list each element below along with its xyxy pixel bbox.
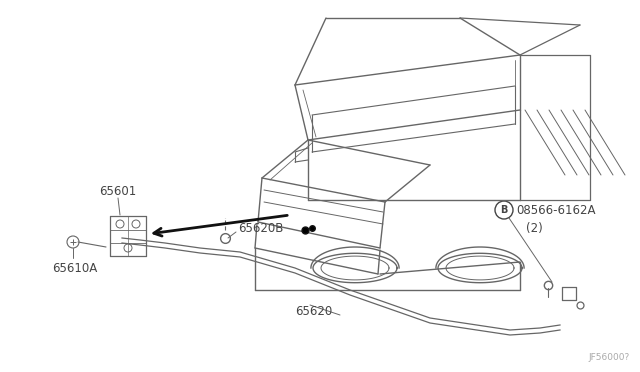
Text: 65610A: 65610A [52, 262, 97, 275]
Text: JF56000?: JF56000? [589, 353, 630, 362]
Text: 65620: 65620 [295, 305, 332, 318]
Text: 65601: 65601 [99, 185, 136, 198]
Text: B: B [500, 205, 508, 215]
Text: 65620B: 65620B [238, 221, 284, 234]
Text: 08566-6162A: 08566-6162A [516, 203, 595, 217]
Text: (2): (2) [526, 222, 543, 235]
